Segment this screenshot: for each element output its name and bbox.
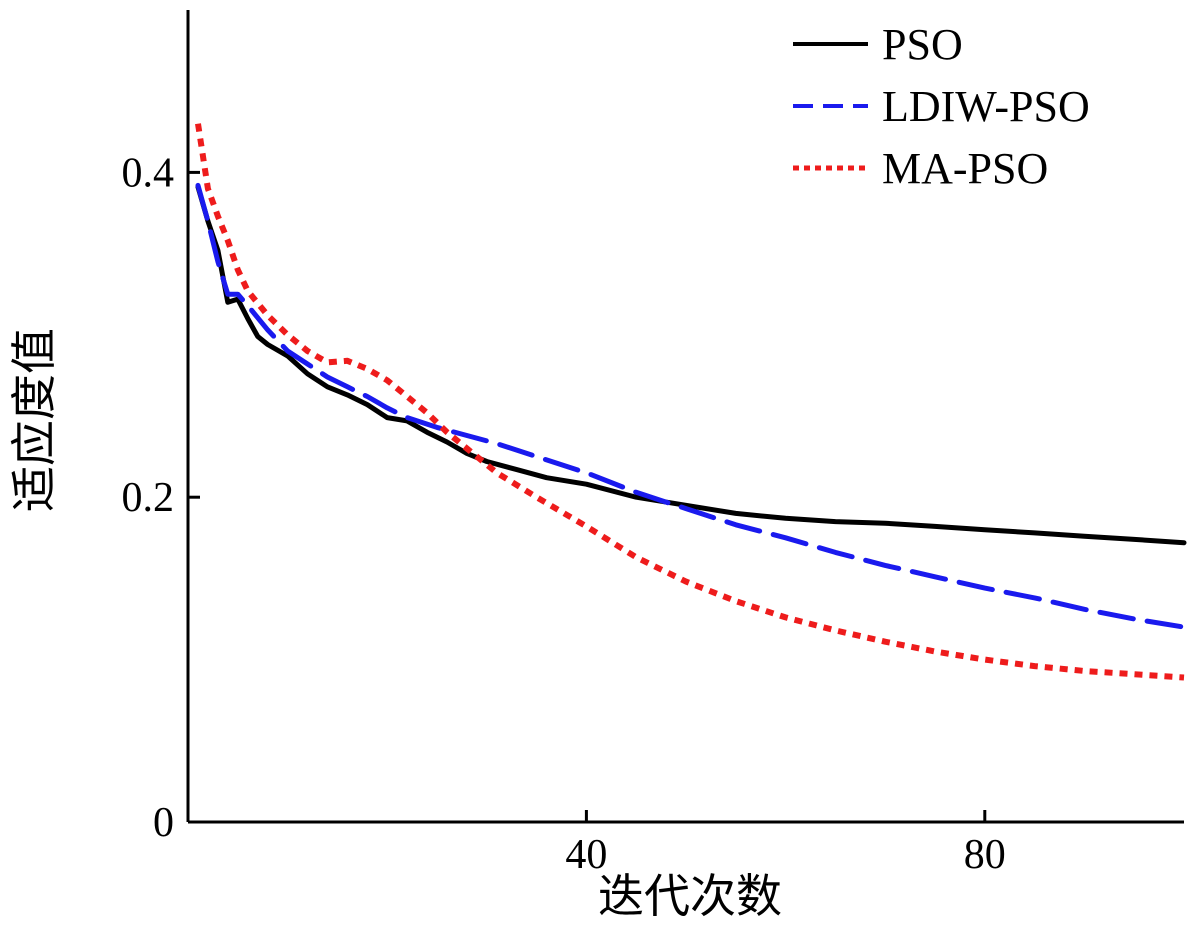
series-line-pso (195, 184, 1187, 546)
legend-label-ma-pso: MA-PSO (882, 144, 1048, 193)
legend-label-pso: PSO (882, 20, 963, 69)
ticks-layer: 0 0.2 0.4 40 80 (122, 150, 1006, 878)
x-tick-label: 40 (565, 832, 607, 878)
series-layer (195, 123, 1187, 681)
x-axis-title: 迭代次数 (598, 869, 782, 923)
y-tick-label: 0.4 (122, 150, 175, 196)
y-axis-title: 适应度值 (7, 328, 61, 512)
y-tick-label: 0 (153, 800, 174, 846)
legend: PSO LDIW-PSO MA-PSO (793, 20, 1090, 193)
legend-label-ldiw-pso: LDIW-PSO (882, 82, 1090, 131)
axes-layer (186, 10, 1184, 824)
series-line-ma-pso (195, 123, 1185, 681)
y-tick-label: 0.2 (122, 475, 175, 521)
series-line-ldiw-pso (195, 182, 1187, 630)
x-tick-label: 80 (964, 832, 1006, 878)
